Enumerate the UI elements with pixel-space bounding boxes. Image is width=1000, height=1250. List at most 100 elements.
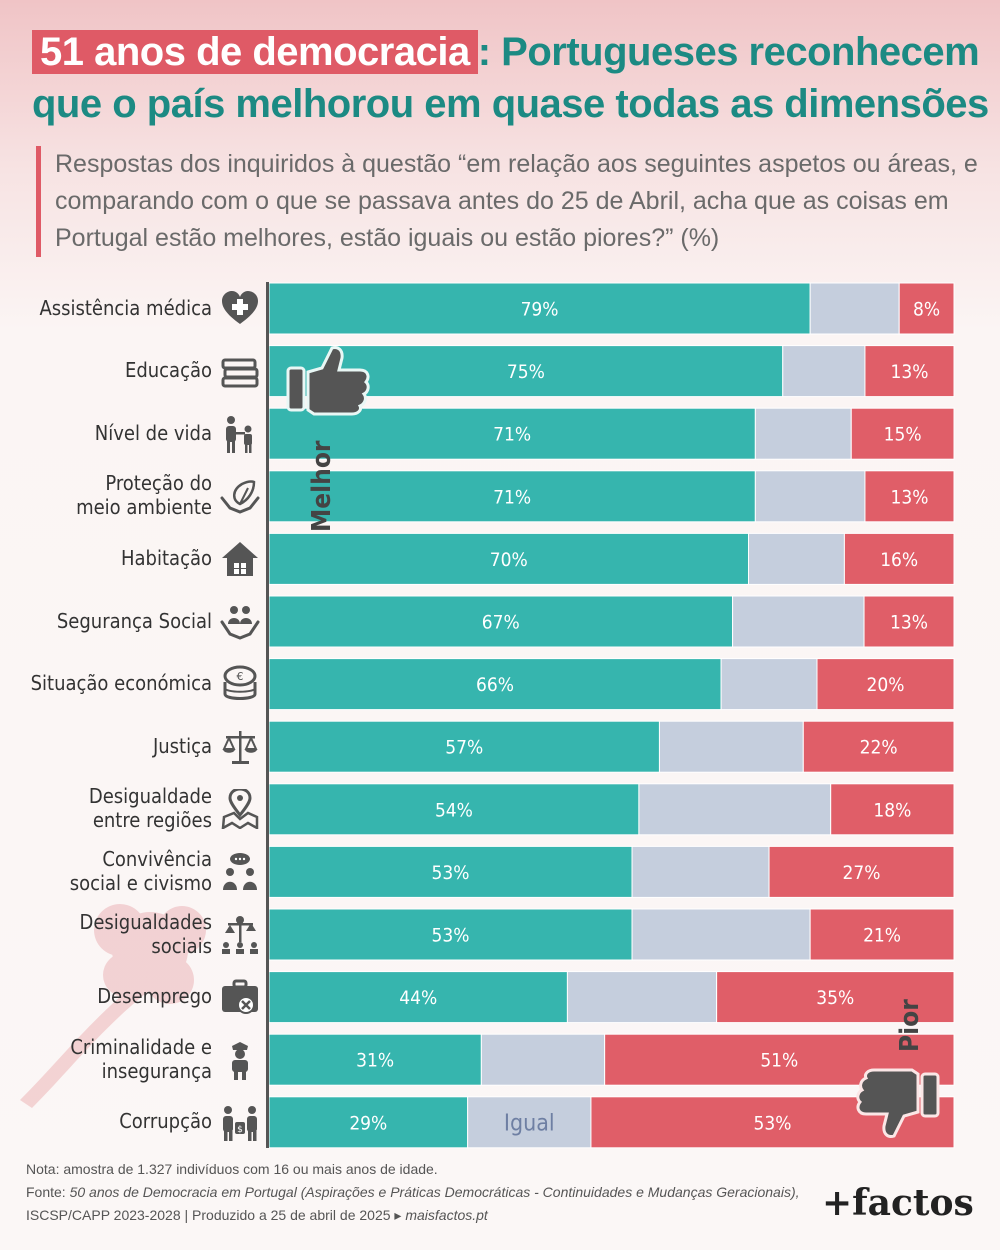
category-label: Nível de vida [0, 421, 212, 445]
bar-same [782, 345, 866, 398]
data-label-better: 67% [482, 612, 520, 634]
footer: Nota: amostra de 1.327 indivíduos com 16… [26, 1158, 800, 1227]
bar-worse [864, 345, 955, 398]
bribe-icon: $ [223, 1106, 257, 1142]
bar-better [268, 845, 633, 898]
title-rest: : Portugueses reconhecem [477, 30, 980, 74]
category-label: Desigualdades sociais [0, 909, 213, 958]
category-label-line: Proteção do [105, 471, 212, 496]
footer-site-link[interactable]: maisfactos.pt [405, 1207, 488, 1223]
data-label-better: 44% [399, 987, 437, 1009]
bar-worse [816, 658, 955, 711]
bar-worse [850, 407, 955, 460]
bar-better [268, 783, 640, 836]
category-label-line: Nível de vida [94, 420, 212, 445]
data-label-worse: 13% [890, 612, 928, 634]
bar-same [732, 595, 865, 648]
thumbs-up-icon [286, 346, 370, 416]
heart-medical-icon [222, 290, 258, 324]
map-pin-icon [221, 789, 259, 830]
data-label-better: 54% [435, 799, 473, 821]
data-label-worse: 15% [884, 424, 922, 446]
svg-text:€: € [237, 670, 244, 683]
footer-source-title: 50 anos de Democracia em Portugal (Aspir… [69, 1184, 800, 1200]
police-icon [232, 1041, 248, 1080]
chart-subtitle: Respostas dos inquiridos à questão “em r… [36, 146, 985, 257]
data-label-worse: 22% [860, 737, 898, 759]
data-label-better: 29% [349, 1112, 387, 1134]
data-label-worse: 8% [913, 299, 940, 321]
bar-worse [768, 845, 955, 898]
bar-same [631, 908, 811, 961]
bar-better [268, 282, 811, 335]
data-label-better: 53% [432, 862, 470, 884]
bar-better [268, 908, 633, 961]
data-label-better: 66% [476, 674, 514, 696]
data-label-better: 70% [490, 549, 528, 571]
data-label-worse: 13% [890, 361, 928, 383]
scales-icon [222, 730, 258, 764]
bar-worse [830, 783, 955, 836]
footer-source-prefix: Fonte: [26, 1184, 70, 1200]
category-label-line: Corrupção [119, 1109, 212, 1134]
bar-same [720, 658, 818, 711]
data-label-better: 31% [356, 1050, 394, 1072]
bar-better [268, 720, 660, 773]
bar-worse [863, 595, 955, 648]
category-label: Habitação [0, 546, 212, 570]
footer-line3: ISCSP/CAPP 2023-2028 | Produzido a 25 de… [26, 1207, 406, 1223]
category-label-line: Situação económica [30, 671, 212, 696]
bar-better [268, 1096, 469, 1149]
category-label: Educação [0, 358, 212, 382]
bar-same [480, 1033, 606, 1086]
data-label-worse: 35% [816, 987, 854, 1009]
category-label-line: meio ambiente [76, 495, 212, 520]
category-label-line: Educação [124, 358, 212, 383]
bar-better [268, 971, 568, 1024]
bar-better [268, 595, 734, 648]
bar-worse [590, 1096, 955, 1149]
data-label-better: 75% [507, 361, 545, 383]
title-highlight: 51 anos de democracia [32, 30, 478, 74]
data-label-worse: 16% [880, 549, 918, 571]
legend-label-same: Igual [504, 1110, 555, 1136]
category-label: Proteção do meio ambiente [0, 471, 212, 519]
data-label-worse: 20% [867, 674, 905, 696]
category-label-line: insegurança [101, 1058, 212, 1083]
bar-better [268, 470, 756, 523]
legend-label-better: Melhor [307, 440, 337, 532]
footer-note: Nota: amostra de 1.327 indivíduos com 16… [26, 1161, 438, 1177]
briefcase-x-icon [222, 979, 258, 1015]
category-label-line: Desemprego [97, 984, 212, 1009]
data-label-better: 53% [432, 925, 470, 947]
data-label-worse: 21% [863, 925, 901, 947]
books-icon [221, 358, 259, 388]
category-label: Situação económica [0, 671, 212, 695]
data-label-worse: 53% [753, 1112, 791, 1134]
bar-worse [898, 282, 955, 335]
data-label-better: 71% [493, 486, 531, 508]
carnation-watermark-icon [20, 904, 206, 1108]
category-label-line: Segurança Social [56, 608, 212, 633]
title-line2: que o país melhorou em quase todas as di… [32, 82, 989, 126]
category-label: Justiça [0, 734, 212, 758]
people-chat-icon [223, 852, 257, 890]
bar-worse [604, 1033, 955, 1086]
svg-text:$: $ [237, 1125, 243, 1135]
bar-same [566, 971, 718, 1024]
hands-people-icon [220, 605, 260, 640]
data-label-better: 57% [445, 737, 483, 759]
category-label: Criminalidade e insegurança [0, 1035, 212, 1083]
category-label: Desemprego [0, 984, 212, 1008]
bar-better [268, 658, 722, 711]
bar-same [754, 470, 866, 523]
category-label: Assistência médica [0, 296, 212, 320]
bar-same [631, 845, 770, 898]
legend-label-worse: Pior [895, 999, 925, 1052]
bar-better [268, 532, 749, 585]
bar-same [658, 720, 804, 773]
bar-same [748, 532, 845, 585]
hands-leaf-icon [220, 480, 260, 514]
category-label: Convivência social e civismo [0, 847, 212, 895]
category-label-line: Desigualdades [79, 909, 213, 934]
